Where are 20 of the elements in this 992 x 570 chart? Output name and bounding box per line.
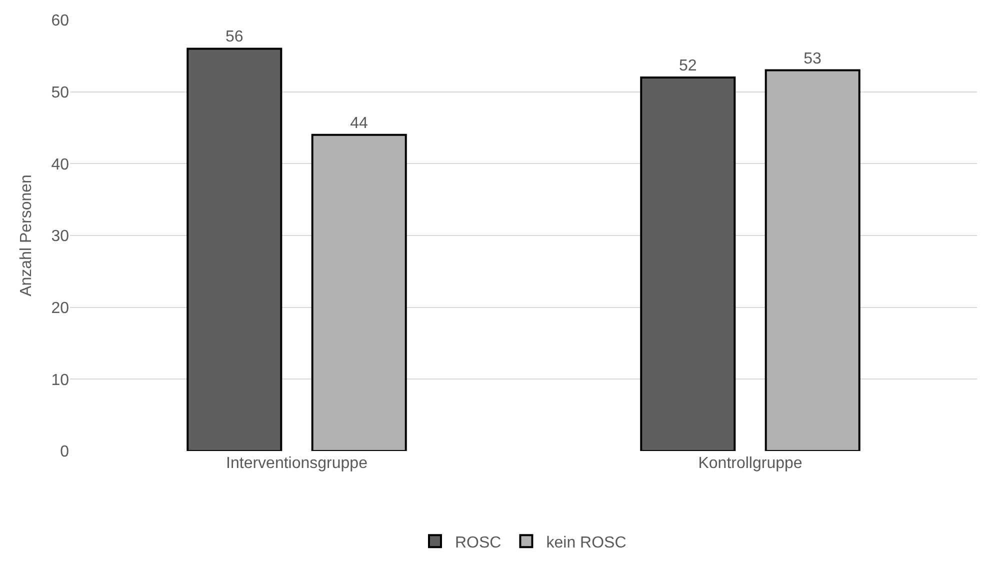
data-label: 44 bbox=[350, 114, 368, 132]
data-label: 56 bbox=[225, 28, 244, 46]
y-axis-title: Anzahl Personen bbox=[18, 174, 36, 296]
y-tick-label: 30 bbox=[51, 228, 70, 246]
y-tick-label: 20 bbox=[51, 300, 70, 317]
y-tick-label: 50 bbox=[51, 84, 70, 102]
bar bbox=[186, 48, 282, 451]
y-tick-label: 40 bbox=[51, 156, 70, 174]
legend-label: ROSC bbox=[455, 534, 502, 552]
y-tick-label: 0 bbox=[60, 444, 70, 461]
bar bbox=[311, 134, 407, 451]
y-tick-label: 60 bbox=[51, 12, 70, 30]
y-tick-label: 10 bbox=[51, 372, 70, 389]
data-label: 53 bbox=[804, 50, 822, 68]
data-label: 52 bbox=[678, 57, 697, 74]
x-tick-label: Interventionsgruppe bbox=[226, 455, 368, 472]
x-tick-label: Kontrollgruppe bbox=[698, 455, 802, 472]
bar bbox=[764, 69, 860, 451]
legend-label: kein ROSC bbox=[546, 534, 626, 552]
bar bbox=[640, 76, 736, 451]
